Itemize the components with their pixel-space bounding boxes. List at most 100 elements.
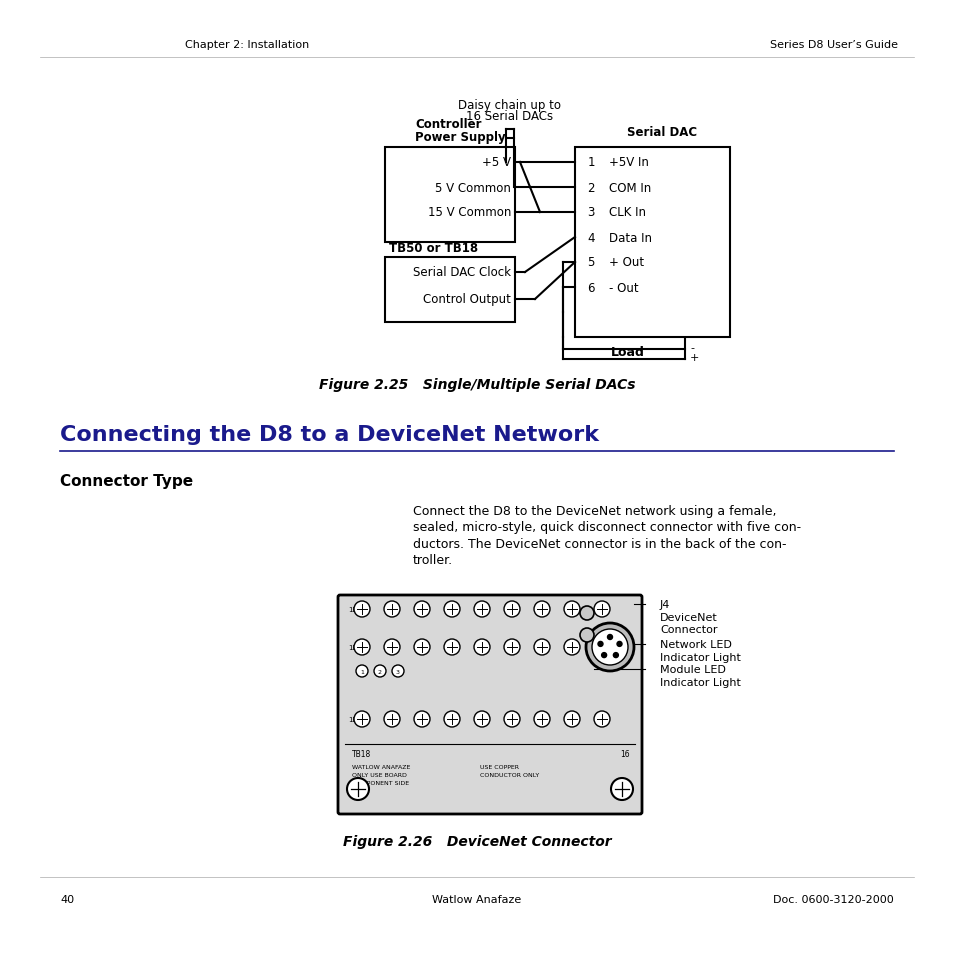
Circle shape — [585, 623, 634, 671]
Circle shape — [392, 665, 403, 678]
Circle shape — [592, 629, 627, 665]
Circle shape — [503, 711, 519, 727]
Text: 5: 5 — [587, 256, 594, 269]
Text: Connecting the D8 to a DeviceNet Network: Connecting the D8 to a DeviceNet Network — [60, 424, 598, 444]
Text: troller.: troller. — [413, 553, 453, 566]
Text: Chapter 2: Installation: Chapter 2: Installation — [185, 40, 309, 50]
Text: +5 V: +5 V — [481, 156, 511, 170]
Text: 1B3: 1B3 — [348, 717, 361, 722]
Circle shape — [354, 639, 370, 656]
Text: +: + — [689, 353, 699, 363]
Circle shape — [607, 635, 612, 639]
Text: CONDUCTOR ONLY: CONDUCTOR ONLY — [479, 773, 538, 778]
Text: +5V In: +5V In — [608, 156, 648, 170]
Circle shape — [414, 601, 430, 618]
Text: Connector: Connector — [659, 624, 717, 635]
Text: Connect the D8 to the DeviceNet network using a female,: Connect the D8 to the DeviceNet network … — [413, 505, 776, 518]
Text: J4: J4 — [659, 599, 670, 609]
Circle shape — [598, 641, 602, 647]
Text: Figure 2.25   Single/Multiple Serial DACs: Figure 2.25 Single/Multiple Serial DACs — [318, 377, 635, 392]
Text: ONLY USE BOARD: ONLY USE BOARD — [352, 773, 406, 778]
Circle shape — [601, 653, 606, 658]
Text: Doc. 0600-3120-2000: Doc. 0600-3120-2000 — [773, 894, 893, 904]
Circle shape — [443, 601, 459, 618]
Text: 1: 1 — [359, 669, 363, 674]
Text: 16: 16 — [619, 750, 629, 759]
Text: + Out: + Out — [608, 256, 643, 269]
Text: Controller: Controller — [415, 118, 481, 132]
Circle shape — [474, 639, 490, 656]
Text: USE COPPER: USE COPPER — [479, 764, 518, 770]
Text: Connector Type: Connector Type — [60, 474, 193, 489]
Text: Module LED: Module LED — [659, 664, 725, 675]
Text: Watlow Anafaze: Watlow Anafaze — [432, 894, 521, 904]
Circle shape — [355, 665, 368, 678]
Text: 15 V Common: 15 V Common — [427, 206, 511, 219]
Text: 40: 40 — [60, 894, 74, 904]
Circle shape — [534, 711, 550, 727]
Circle shape — [347, 779, 369, 801]
Text: Series D8 User’s Guide: Series D8 User’s Guide — [769, 40, 897, 50]
Circle shape — [610, 779, 633, 801]
Circle shape — [563, 711, 579, 727]
Text: TB18: TB18 — [352, 750, 371, 759]
Text: Serial DAC Clock: Serial DAC Clock — [413, 266, 511, 279]
Circle shape — [443, 711, 459, 727]
Text: Data In: Data In — [608, 232, 651, 244]
Text: Serial DAC: Serial DAC — [627, 127, 697, 139]
Circle shape — [503, 639, 519, 656]
Text: Power Supply: Power Supply — [415, 131, 505, 143]
Circle shape — [579, 606, 594, 620]
Circle shape — [384, 639, 399, 656]
FancyBboxPatch shape — [337, 596, 641, 814]
Text: Control Output: Control Output — [423, 294, 511, 306]
Text: Load: Load — [611, 345, 644, 358]
Text: COM In: COM In — [608, 181, 651, 194]
Text: CLK In: CLK In — [608, 206, 645, 219]
Text: TB50 or TB18: TB50 or TB18 — [389, 241, 477, 254]
Text: Indicator Light: Indicator Light — [659, 678, 740, 687]
Circle shape — [354, 601, 370, 618]
Circle shape — [384, 601, 399, 618]
Text: 3: 3 — [587, 206, 594, 219]
Circle shape — [414, 639, 430, 656]
Text: 4: 4 — [587, 232, 594, 244]
Text: - Out: - Out — [608, 281, 638, 294]
Circle shape — [443, 639, 459, 656]
Text: 5 V Common: 5 V Common — [435, 181, 511, 194]
Text: Daisy chain up to: Daisy chain up to — [458, 98, 561, 112]
Circle shape — [384, 711, 399, 727]
Circle shape — [594, 639, 609, 656]
Circle shape — [534, 639, 550, 656]
Text: Network LED: Network LED — [659, 639, 731, 649]
Circle shape — [374, 665, 386, 678]
Circle shape — [579, 628, 594, 642]
Circle shape — [503, 601, 519, 618]
Circle shape — [563, 601, 579, 618]
Text: -: - — [689, 343, 693, 353]
Text: 1: 1 — [587, 156, 594, 170]
Circle shape — [354, 711, 370, 727]
Circle shape — [474, 601, 490, 618]
Text: sealed, micro-style, quick disconnect connector with five con-: sealed, micro-style, quick disconnect co… — [413, 521, 801, 534]
Circle shape — [617, 641, 621, 647]
Circle shape — [594, 601, 609, 618]
Text: 6: 6 — [587, 281, 594, 294]
Text: ductors. The DeviceNet connector is in the back of the con-: ductors. The DeviceNet connector is in t… — [413, 537, 785, 550]
Circle shape — [613, 653, 618, 658]
Text: 16 Serial DACs: 16 Serial DACs — [466, 111, 553, 123]
Circle shape — [534, 601, 550, 618]
Text: 1B1: 1B1 — [348, 606, 361, 613]
Text: Figure 2.26   DeviceNet Connector: Figure 2.26 DeviceNet Connector — [342, 834, 611, 848]
Circle shape — [414, 711, 430, 727]
Text: Indicator Light: Indicator Light — [659, 652, 740, 662]
Text: 2: 2 — [377, 669, 381, 674]
Circle shape — [563, 639, 579, 656]
Text: 3: 3 — [395, 669, 399, 674]
Text: WATLOW ANAFAZE: WATLOW ANAFAZE — [352, 764, 410, 770]
Text: 1B2: 1B2 — [348, 644, 361, 650]
Circle shape — [474, 711, 490, 727]
Circle shape — [594, 711, 609, 727]
Text: 2: 2 — [587, 181, 594, 194]
Text: DeviceNet: DeviceNet — [659, 613, 717, 622]
